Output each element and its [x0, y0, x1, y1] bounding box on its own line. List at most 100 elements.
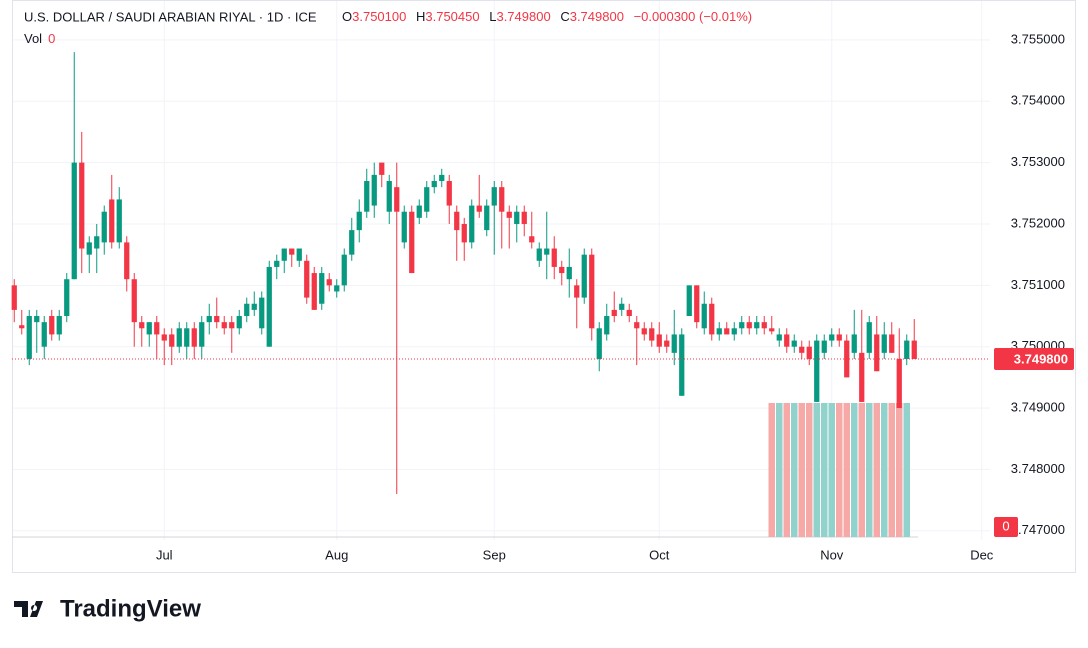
- candle-body: [236, 316, 242, 329]
- candle-body: [634, 322, 640, 329]
- candle-body: [626, 309, 632, 317]
- candle-body: [431, 181, 437, 188]
- volume-bar: [851, 403, 858, 537]
- candle-body: [281, 248, 287, 261]
- candle-body: [11, 285, 17, 310]
- volume-bar: [858, 403, 865, 537]
- candle-body: [311, 273, 317, 310]
- y-tick-label: 3.753000: [1011, 154, 1065, 169]
- candle-body: [596, 328, 602, 359]
- candle-body: [64, 279, 70, 317]
- candle-body: [386, 181, 392, 212]
- x-tick-label: Dec: [970, 547, 994, 562]
- candle-body: [79, 162, 85, 249]
- candle-body: [799, 346, 805, 353]
- candle-body: [461, 223, 467, 243]
- candle-body: [889, 334, 895, 353]
- candle-body: [94, 236, 100, 249]
- candle-body: [371, 174, 377, 206]
- candle-body: [761, 322, 767, 329]
- candle-body: [896, 358, 902, 409]
- y-tick-label: 3.749000: [1011, 400, 1065, 415]
- candle-body: [289, 248, 295, 255]
- candle-body: [731, 328, 737, 335]
- candle-body: [169, 334, 175, 347]
- volume-bar: [888, 403, 895, 537]
- candle-body: [746, 322, 752, 329]
- candle-body: [521, 211, 527, 224]
- volume-bar: [783, 403, 790, 537]
- candle-body: [49, 316, 55, 335]
- candle-body: [829, 334, 835, 341]
- candle-body: [109, 199, 115, 243]
- candle-body: [124, 242, 130, 280]
- candle-body: [334, 285, 340, 292]
- candle-body: [709, 303, 715, 335]
- volume-bar: [821, 403, 828, 537]
- volume-bar: [881, 403, 888, 537]
- volume-bar: [798, 403, 805, 537]
- volume-bar: [866, 403, 873, 537]
- candle-body: [71, 162, 77, 280]
- low-label: L: [489, 9, 496, 24]
- x-tick-label: Oct: [649, 547, 670, 562]
- candle-body: [776, 334, 782, 341]
- brand: TradingView: [14, 595, 201, 622]
- volume-bar: [836, 403, 843, 537]
- candle-body: [874, 334, 880, 372]
- candle-body: [859, 352, 865, 402]
- candle-body: [836, 334, 842, 341]
- volume-bar: [776, 403, 783, 537]
- candle-body: [484, 205, 490, 231]
- candle-body: [581, 254, 587, 298]
- low-value: 3.749800: [496, 9, 550, 24]
- y-tick-label: 3.755000: [1011, 31, 1065, 46]
- volume-bar: [843, 403, 850, 537]
- candle-body: [739, 322, 745, 329]
- candle-body: [424, 187, 430, 212]
- volume-bar: [873, 403, 880, 537]
- candle-body: [619, 303, 625, 310]
- candle-body: [101, 211, 107, 243]
- candle-body: [56, 316, 62, 335]
- candle-body: [499, 187, 505, 212]
- x-tick-label: Jul: [156, 547, 173, 562]
- brand-name: TradingView: [60, 595, 201, 622]
- candle-body: [341, 254, 347, 286]
- y-tick-label: 3.754000: [1011, 93, 1065, 108]
- volume-value: 0: [48, 31, 55, 46]
- candle-body: [214, 316, 220, 323]
- brand-logo: [14, 601, 43, 617]
- candle-body: [754, 322, 760, 329]
- candle-body: [574, 285, 580, 298]
- candle-body: [701, 303, 707, 329]
- volume-axis-label: 0: [1002, 518, 1009, 533]
- volume-axis-box: [994, 517, 1018, 537]
- candle-body: [604, 316, 610, 335]
- candle-body: [566, 266, 572, 280]
- candle-body: [694, 285, 700, 323]
- candle-body: [86, 242, 92, 255]
- candle-body: [814, 340, 820, 402]
- candle-body: [664, 340, 670, 347]
- candle-body: [379, 162, 385, 175]
- candle-body: [221, 322, 227, 329]
- candle-body: [326, 279, 332, 286]
- symbol-title: U.S. DOLLAR / SAUDI ARABIAN RIYAL · 1D ·…: [24, 9, 317, 24]
- candle-body: [881, 334, 887, 353]
- change: −0.000300 (−0.01%): [634, 9, 753, 24]
- plot: [12, 0, 990, 540]
- candle-body: [656, 334, 662, 347]
- ohlc-line: O3.750100 H3.750450 L3.749800 C3.749800 …: [342, 9, 752, 24]
- candle-body: [184, 328, 190, 347]
- candle-body: [469, 205, 475, 243]
- candle-body: [41, 322, 47, 347]
- y-tick-label: 3.748000: [1011, 461, 1065, 476]
- last-price-label: 3.749800: [1014, 351, 1068, 366]
- x-tick-label: Sep: [483, 547, 506, 562]
- candle-body: [806, 346, 812, 359]
- candle-body: [589, 254, 595, 329]
- volume-label: Vol 0: [24, 31, 55, 46]
- candle-body: [716, 328, 722, 335]
